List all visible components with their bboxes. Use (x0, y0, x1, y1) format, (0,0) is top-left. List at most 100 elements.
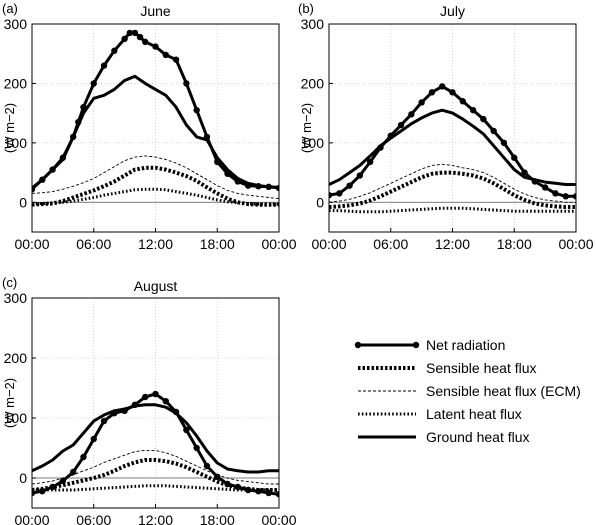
data-point (111, 47, 118, 54)
data-point (521, 169, 528, 176)
data-point (397, 121, 405, 129)
data-point (275, 491, 279, 498)
data-point (131, 29, 139, 37)
data-point (346, 182, 353, 189)
data-point (480, 115, 487, 123)
series-line-sensible-heat-flux (32, 458, 279, 492)
data-point (439, 83, 446, 90)
panel-label: (a) (2, 1, 18, 16)
data-point (69, 468, 77, 476)
legend-item: Net radiation (354, 337, 505, 353)
y-tick-label: 300 (4, 16, 28, 32)
data-point (152, 43, 159, 50)
data-point (356, 172, 364, 179)
legend-label: Ground heat flux (426, 429, 530, 445)
legend-label: Sensible heat flux (ECM) (426, 383, 581, 399)
x-tick-label: 00:00 (311, 236, 346, 252)
data-point (142, 393, 149, 401)
panel-label: (b) (298, 1, 314, 16)
x-tick-label: 00:00 (261, 512, 296, 525)
legend-label: Sensible heat flux (426, 360, 537, 376)
panel-label: (c) (2, 275, 17, 290)
y-tick-label: 200 (4, 75, 28, 91)
series-line-ground-heat-flux (32, 403, 279, 474)
y-tick-label: 200 (4, 350, 28, 366)
plot-area: 00:00 06:00 12:00 18:00 00:00 0 100 200 300 (4, 16, 297, 252)
x-tick-label: 00:00 (261, 236, 296, 252)
x-tick-label: 12:00 (138, 512, 173, 525)
x-tick-label: 06:00 (76, 236, 111, 252)
data-point (408, 111, 415, 118)
legend-item: Sensible heat flux (ECM) (358, 383, 581, 399)
data-point (449, 89, 456, 96)
y-tick-label: 0 (19, 194, 27, 210)
y-tick-label: 100 (4, 135, 28, 151)
x-tick-label: 00:00 (14, 512, 49, 525)
data-point (183, 80, 190, 87)
data-point (511, 154, 518, 161)
panel-title: July (440, 3, 465, 19)
x-tick-label: 18:00 (200, 236, 235, 252)
x-tick-label: 00:00 (558, 236, 593, 252)
x-tick-label: 18:00 (497, 236, 532, 252)
panel-june: (a) June 00:00 06:00 12:00 18:00 00:00 0 100 20… (2, 1, 297, 252)
data-point (193, 444, 200, 452)
data-point (142, 38, 149, 46)
x-tick-label: 06:00 (76, 512, 111, 525)
legend-item: Sensible heat flux (358, 360, 537, 376)
data-point (59, 477, 67, 485)
x-tick-label: 12:00 (435, 236, 470, 252)
panel-title: June (140, 3, 171, 19)
data-point (500, 139, 508, 147)
data-point (490, 127, 497, 135)
legend-label: Net radiation (426, 337, 505, 353)
data-point (183, 426, 190, 434)
x-tick-label: 12:00 (138, 236, 173, 252)
data-point (136, 33, 144, 41)
data-point (459, 98, 466, 105)
data-point (336, 190, 343, 197)
y-tick-label: 0 (19, 470, 27, 486)
legend-marker (354, 341, 362, 349)
series-group (329, 83, 576, 214)
legend-item: Ground heat flux (358, 429, 530, 445)
series-group (32, 390, 279, 498)
y-axis-label: (W m−2) (2, 378, 17, 428)
y-tick-label: 300 (301, 16, 325, 32)
y-tick-label: 200 (301, 75, 325, 91)
y-tick-label: 0 (316, 194, 324, 210)
series-line-sensible-heat-flux (32, 165, 279, 207)
data-point (541, 184, 549, 191)
data-point (162, 398, 169, 405)
series-line-latent-heat-flux (329, 206, 576, 214)
data-point (100, 417, 108, 425)
data-point (329, 191, 333, 199)
legend-label: Latent heat flux (426, 406, 522, 422)
y-axis-label: (W m−2) (299, 103, 314, 153)
data-point (90, 80, 97, 87)
series-line-ground-heat-flux (329, 108, 576, 186)
legend-marker (412, 341, 420, 349)
y-tick-label: 300 (4, 290, 28, 306)
plot-area: 00:00 06:00 12:00 18:00 00:00 0 100 200 300 (4, 290, 297, 525)
legend-item: Latent heat flux (358, 406, 522, 422)
data-point (126, 29, 133, 37)
panel-july: (b) July 00:00 06:00 12:00 18:00 00:00 0 100 20… (298, 1, 594, 252)
series-line-latent-heat-flux (32, 484, 279, 492)
series-line-ground-heat-flux (32, 74, 279, 190)
data-point (100, 62, 108, 69)
data-point (562, 193, 569, 200)
panel-august: (c) August 00:00 06:00 12:00 18:00 00:00 0 100… (2, 275, 297, 525)
data-point (203, 462, 211, 470)
x-tick-label: 18:00 (200, 512, 235, 525)
data-point (172, 56, 180, 63)
plot-area: 00:00 06:00 12:00 18:00 00:00 0 100 200 300 (301, 16, 594, 252)
y-axis-label: (W m−2) (2, 103, 17, 153)
x-tick-label: 06:00 (373, 236, 408, 252)
series-line-sensible-heat-flux-ecm (32, 155, 279, 200)
data-point (366, 158, 374, 166)
data-point (90, 435, 97, 443)
data-point (428, 89, 436, 96)
data-point (80, 453, 87, 461)
